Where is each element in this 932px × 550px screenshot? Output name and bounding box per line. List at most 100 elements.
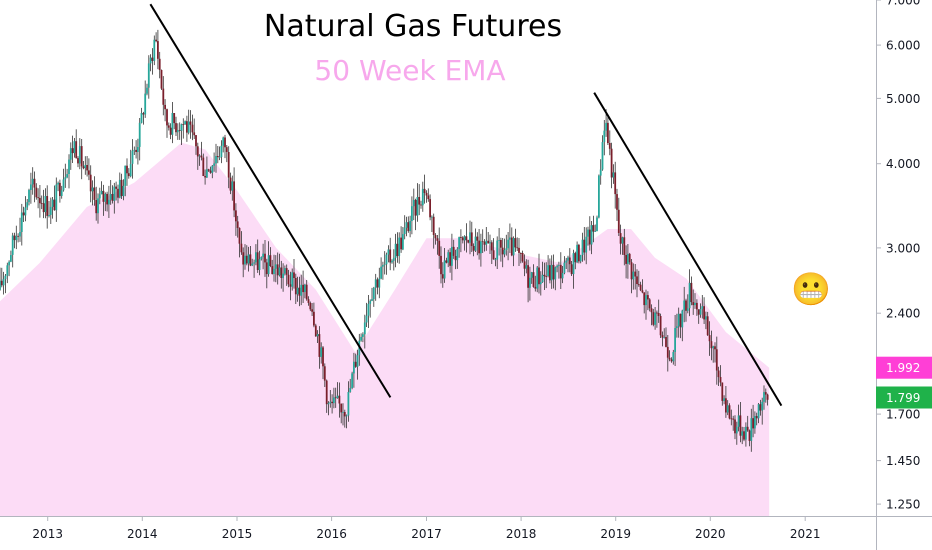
candle-body — [746, 426, 749, 431]
candle-body — [563, 262, 566, 273]
candle-body — [552, 264, 555, 280]
candle-body — [402, 234, 404, 250]
candle-body — [715, 349, 718, 371]
candle-body — [681, 310, 684, 328]
candle-body — [590, 225, 593, 245]
candle-body — [108, 199, 110, 205]
candle-body — [392, 257, 395, 261]
candle-body — [730, 418, 733, 420]
candle-body — [539, 282, 542, 285]
candle-body — [389, 249, 392, 263]
candle-body — [342, 412, 344, 413]
candle-body — [645, 295, 647, 306]
candle-body — [167, 125, 170, 128]
candle-body — [458, 237, 460, 250]
candle-body — [492, 250, 495, 260]
candle-body — [160, 70, 163, 89]
candle-body — [15, 235, 18, 241]
candle-body — [732, 418, 735, 420]
candle-body — [153, 39, 156, 61]
candle-body — [345, 415, 348, 417]
candle-body — [581, 239, 584, 255]
candle-body — [191, 124, 194, 133]
candle-body — [598, 175, 600, 218]
candle-body — [267, 255, 270, 275]
candle-body — [656, 312, 658, 314]
candle-body — [476, 236, 479, 241]
candle-body — [498, 240, 500, 241]
candle-body — [95, 200, 98, 214]
x-tick-label: 2013 — [32, 527, 63, 541]
y-tick-label: 6.000 — [886, 39, 920, 53]
candle-body — [514, 238, 517, 248]
candle-body — [365, 315, 368, 323]
candle-body — [33, 178, 36, 188]
candle-body — [481, 241, 484, 243]
candle-body — [186, 121, 188, 133]
y-tick-label: 1.450 — [886, 454, 920, 468]
candle-body — [142, 113, 145, 115]
candle-body — [529, 277, 531, 288]
candle-body — [224, 137, 226, 148]
candle-body — [579, 255, 582, 262]
candle-body — [679, 313, 682, 328]
candle-body — [565, 260, 568, 263]
candle-body — [516, 247, 519, 249]
candle-body — [469, 232, 471, 243]
candle-body — [583, 239, 586, 253]
candle-body — [594, 231, 597, 232]
candle-body — [93, 187, 96, 200]
candle-body — [592, 225, 595, 232]
candle-body — [547, 265, 549, 277]
candle-body — [739, 415, 742, 436]
candle-body — [429, 199, 431, 218]
candle-body — [258, 259, 261, 270]
candle-body — [725, 398, 727, 413]
candle-body — [19, 232, 21, 237]
candle-body — [688, 282, 691, 309]
candle-body — [728, 405, 731, 419]
candle-body — [6, 265, 9, 276]
candle-body — [603, 130, 606, 143]
candle-body — [440, 255, 442, 275]
candle-body — [169, 127, 172, 135]
candle-body — [273, 268, 275, 274]
candle-body — [509, 237, 511, 240]
y-tick-label: 7.000 — [886, 0, 920, 8]
candle-body — [78, 146, 81, 164]
chart-subtitle: 50 Week EMA — [314, 54, 505, 87]
candle-body — [726, 405, 729, 413]
candle-body — [69, 148, 72, 160]
candle-body — [676, 326, 678, 328]
candle-body — [59, 182, 61, 196]
candle-body — [86, 165, 88, 171]
candle-body — [293, 272, 295, 278]
candle-body — [608, 143, 611, 149]
candle-body — [115, 186, 117, 189]
price-last-value-label: 1.799 — [886, 391, 920, 405]
trendline-2 — [593, 92, 783, 407]
candle-body — [265, 262, 268, 275]
candle-body — [423, 188, 426, 193]
candle-body — [487, 240, 490, 244]
candle-body — [367, 303, 370, 316]
candle-body — [0, 280, 3, 286]
candle-body — [278, 267, 281, 276]
ema-area-layer — [0, 142, 770, 516]
x-tick-label: 2018 — [506, 527, 537, 541]
x-tick-label: 2015 — [222, 527, 253, 541]
candle-body — [318, 334, 321, 357]
candle-body — [380, 266, 382, 279]
grimace-emoji-icon: 😬 — [791, 270, 831, 308]
candle-body — [323, 366, 326, 381]
candle-body — [300, 284, 303, 296]
candle-body — [705, 316, 707, 320]
candle-body — [610, 148, 613, 178]
candle-body — [623, 237, 626, 255]
candle-body — [743, 431, 745, 440]
x-tick-label: 2020 — [695, 527, 726, 541]
candle-body — [356, 355, 359, 367]
candle-body — [215, 156, 217, 164]
candle-body — [338, 395, 341, 404]
